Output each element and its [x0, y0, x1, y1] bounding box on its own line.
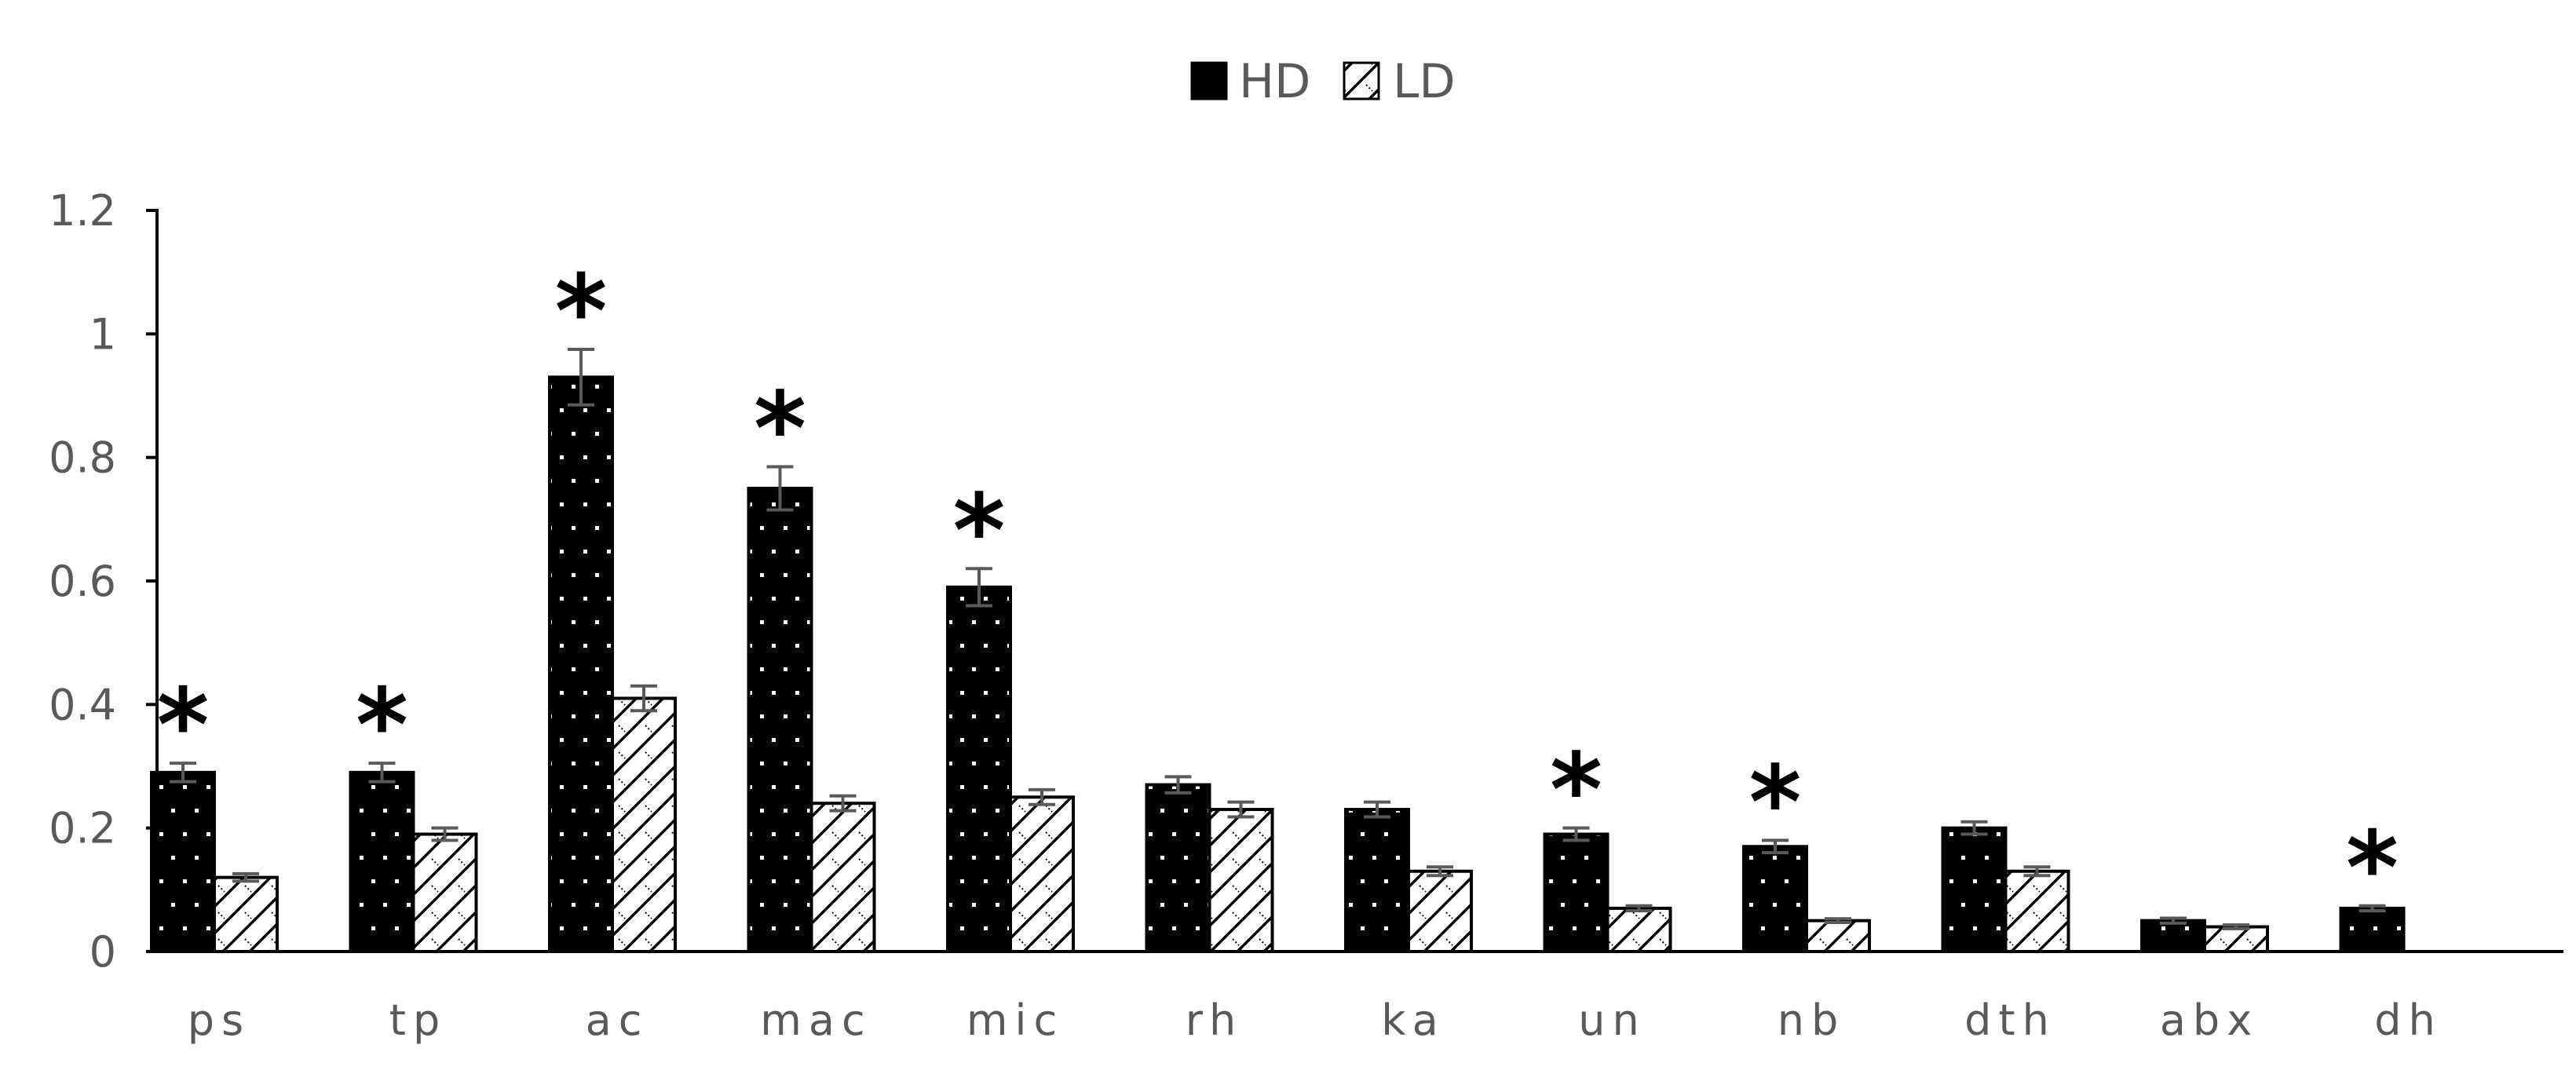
- significance-star: *: [157, 667, 210, 784]
- significance-star: *: [1749, 744, 1802, 861]
- bar-ld: [809, 802, 876, 954]
- bar-hd: [1543, 832, 1610, 953]
- x-category-label: mac: [760, 995, 871, 1045]
- error-bar-ld: [1427, 865, 1453, 878]
- legend-label-hd: HD: [1239, 54, 1310, 109]
- error-bars-layer: [170, 348, 2386, 930]
- error-bar-hd: [1762, 838, 1789, 855]
- error-bar-hd: [368, 762, 396, 784]
- significance-star: *: [2346, 810, 2399, 927]
- bar-ld: [1208, 808, 1274, 953]
- bar-hd: [349, 770, 415, 953]
- bar-ld: [1407, 869, 1473, 953]
- significance-star: *: [953, 473, 1006, 590]
- error-bar-ld: [829, 794, 857, 813]
- error-bar-hd: [1164, 775, 1192, 795]
- y-tick-label: 0.6: [49, 557, 116, 606]
- bar-hd: [747, 487, 813, 953]
- bar-ld: [2004, 869, 2070, 953]
- x-axis-category-labels: ps tp ac mac mic rh ka un nb dth abx dh: [188, 995, 2443, 1045]
- axes: [146, 209, 2563, 953]
- error-bar-ld: [1227, 800, 1255, 819]
- legend: HD LD: [1190, 54, 1456, 109]
- y-tick-label: 1.2: [49, 186, 116, 236]
- y-tick-label: 0.4: [49, 680, 116, 729]
- error-bar-ld: [1029, 787, 1055, 806]
- significance-star: *: [555, 254, 608, 371]
- significance-star: *: [1550, 732, 1602, 849]
- significance-star: *: [356, 667, 408, 784]
- bar-hd: [1742, 845, 1808, 954]
- error-bar-ld: [1625, 904, 1653, 913]
- x-category-label: dh: [2374, 995, 2443, 1045]
- y-tick-label: 1: [90, 309, 116, 359]
- bar-hd: [946, 585, 1012, 953]
- error-bar-ld: [630, 684, 657, 713]
- x-category-label: un: [1578, 995, 1646, 1045]
- bar-hd: [1145, 783, 1211, 953]
- bar-ld: [1606, 906, 1672, 954]
- error-bar-hd: [966, 567, 992, 608]
- bar-ld: [213, 875, 279, 953]
- error-bar-ld: [1825, 917, 1851, 925]
- bar-hd: [1344, 808, 1410, 953]
- x-category-label: ka: [1381, 995, 1445, 1045]
- significance-star: *: [754, 371, 806, 488]
- error-bar-hd: [2160, 916, 2187, 925]
- error-bar-hd: [766, 465, 794, 512]
- legend-item-hd: HD: [1190, 54, 1310, 109]
- legend-swatch-hd: [1190, 61, 1228, 100]
- x-category-label: rh: [1186, 995, 1243, 1045]
- error-bar-hd: [568, 348, 594, 407]
- error-bar-hd: [1562, 826, 1590, 842]
- bars-layer: [150, 375, 2406, 954]
- x-category-label: ac: [586, 995, 649, 1045]
- legend-swatch-ld: [1343, 61, 1380, 100]
- bar-hd: [1941, 826, 2008, 953]
- y-tick-label: 0: [90, 927, 116, 977]
- error-bar-hd: [2359, 904, 2386, 913]
- legend-item-ld: LD: [1343, 54, 1456, 109]
- error-bar-hd: [1960, 820, 1988, 836]
- error-bar-ld: [232, 871, 259, 883]
- significance-markers: * * * * * * * *: [157, 254, 2399, 927]
- x-category-label: tp: [389, 995, 447, 1045]
- bar-hd: [2140, 919, 2206, 953]
- bar-hd: [548, 375, 614, 953]
- x-category-label: abx: [2160, 995, 2259, 1045]
- legend-label-ld: LD: [1393, 54, 1456, 109]
- error-bar-ld: [2023, 865, 2051, 878]
- error-bar-ld: [2223, 923, 2249, 930]
- bar-ld: [411, 832, 478, 953]
- error-bar-hd: [1364, 800, 1390, 819]
- y-axis-tick-labels: 0 0.2 0.4 0.6 0.8 1 1.2: [49, 186, 116, 977]
- bar-ld: [1009, 795, 1075, 953]
- error-bar-ld: [431, 826, 459, 842]
- x-category-label: mic: [966, 995, 1064, 1045]
- bar-ld: [1805, 919, 1871, 953]
- x-category-label: ps: [188, 995, 250, 1045]
- y-tick-label: 0.2: [49, 804, 116, 853]
- bar-hd: [150, 770, 216, 953]
- bar-ld: [2203, 925, 2269, 953]
- bar-ld: [611, 696, 677, 953]
- error-bar-hd: [170, 762, 196, 784]
- y-tick-label: 0.8: [49, 433, 116, 483]
- x-category-label: dth: [1964, 995, 2056, 1045]
- x-category-label: nb: [1778, 995, 1846, 1045]
